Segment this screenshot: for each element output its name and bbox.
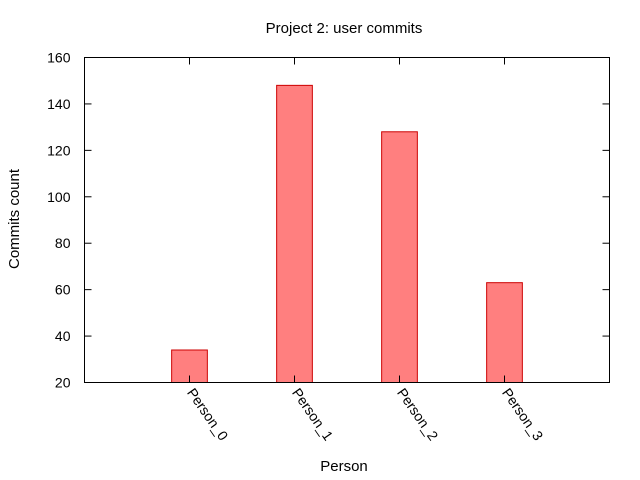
y-tick-label: 120 bbox=[47, 142, 71, 158]
y-tick-label: 100 bbox=[47, 189, 71, 205]
bar-person-2 bbox=[381, 131, 418, 383]
x-tick-label: Person_2 bbox=[394, 385, 442, 443]
bar-person-3 bbox=[486, 282, 523, 383]
bar-person-1 bbox=[276, 84, 313, 383]
y-axis-ticks: 20 40 60 80 100 120 140 160 bbox=[47, 50, 610, 391]
y-tick-label: 140 bbox=[47, 96, 71, 112]
x-tick-label: Person_3 bbox=[499, 385, 547, 443]
x-tick-label: Person_0 bbox=[184, 385, 232, 443]
x-tick-label: Person_1 bbox=[289, 385, 337, 443]
y-tick-label: 20 bbox=[55, 375, 71, 391]
x-axis-ticks: Person_0 Person_1 Person_2 Person_3 bbox=[184, 57, 547, 443]
y-tick-label: 60 bbox=[55, 282, 71, 298]
x-axis-label: Person bbox=[320, 458, 368, 475]
plot-frame bbox=[84, 57, 610, 383]
y-tick-label: 160 bbox=[47, 50, 71, 66]
bars-group bbox=[171, 84, 523, 383]
y-axis-label: Commits count bbox=[6, 168, 23, 269]
y-tick-label: 40 bbox=[55, 328, 71, 344]
chart-title: Project 2: user commits bbox=[266, 20, 423, 37]
y-tick-label: 80 bbox=[55, 235, 71, 251]
